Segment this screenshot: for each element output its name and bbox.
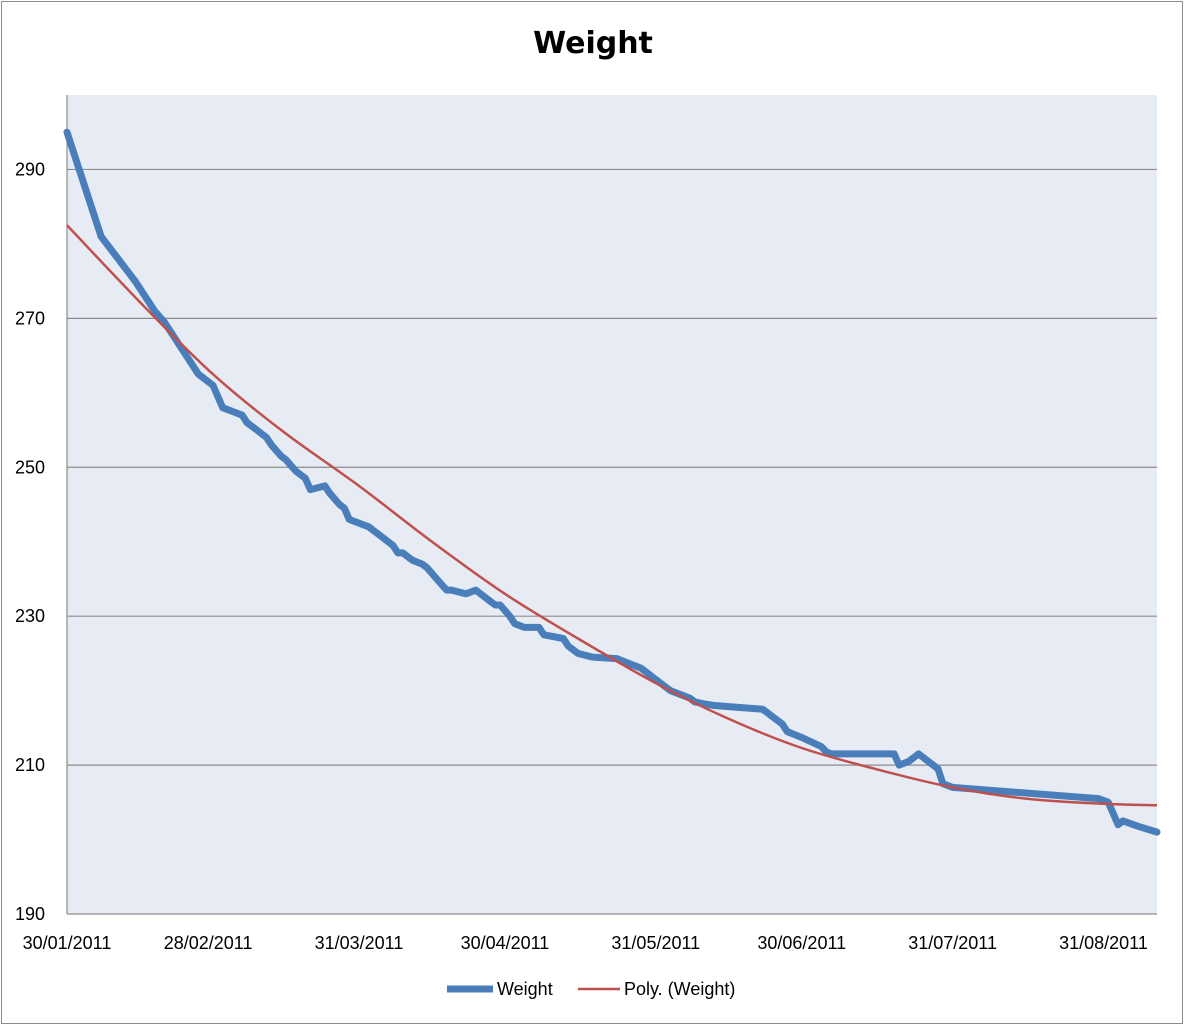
- y-tick-label: 230: [15, 606, 45, 626]
- x-tick-label: 30/06/2011: [757, 933, 846, 953]
- legend-swatch-weight: [443, 979, 497, 1000]
- y-tick-label: 270: [15, 308, 45, 328]
- x-tick-label: 31/05/2011: [611, 933, 700, 953]
- x-tick-label: 28/02/2011: [164, 933, 253, 953]
- series-line-weight: [63, 128, 1161, 836]
- x-tick-label: 31/08/2011: [1059, 933, 1148, 953]
- x-tick-label: 30/01/2011: [23, 933, 112, 953]
- series-layer: [63, 128, 1161, 836]
- chart-title: Weight: [533, 26, 653, 61]
- y-tick-label: 190: [15, 904, 45, 924]
- y-tick-label: 250: [15, 457, 45, 477]
- legend: Weight Poly. (Weight): [0, 979, 1186, 1005]
- legend-item-weight: Weight: [443, 979, 553, 1000]
- x-tick-label: 30/04/2011: [461, 933, 550, 953]
- legend-label-weight: Weight: [497, 979, 553, 999]
- y-tick-label: 210: [15, 755, 45, 775]
- x-tick-label: 31/07/2011: [908, 933, 997, 953]
- axes: [66, 95, 1157, 915]
- legend-item-trend: Poly. (Weight): [578, 979, 735, 1000]
- x-tick-label: 31/03/2011: [315, 933, 404, 953]
- y-tick-label: 290: [15, 159, 45, 179]
- legend-swatch-trend: [578, 979, 620, 1000]
- tick-labels: 190 210 230 250 270 290 30/01/2011 28/02/2011 31…: [15, 159, 1148, 953]
- gridlines: [67, 168, 1157, 766]
- plot-area: [67, 95, 1157, 914]
- series-line-poly-trend: [66, 224, 1158, 807]
- legend-label-trend: Poly. (Weight): [624, 979, 736, 999]
